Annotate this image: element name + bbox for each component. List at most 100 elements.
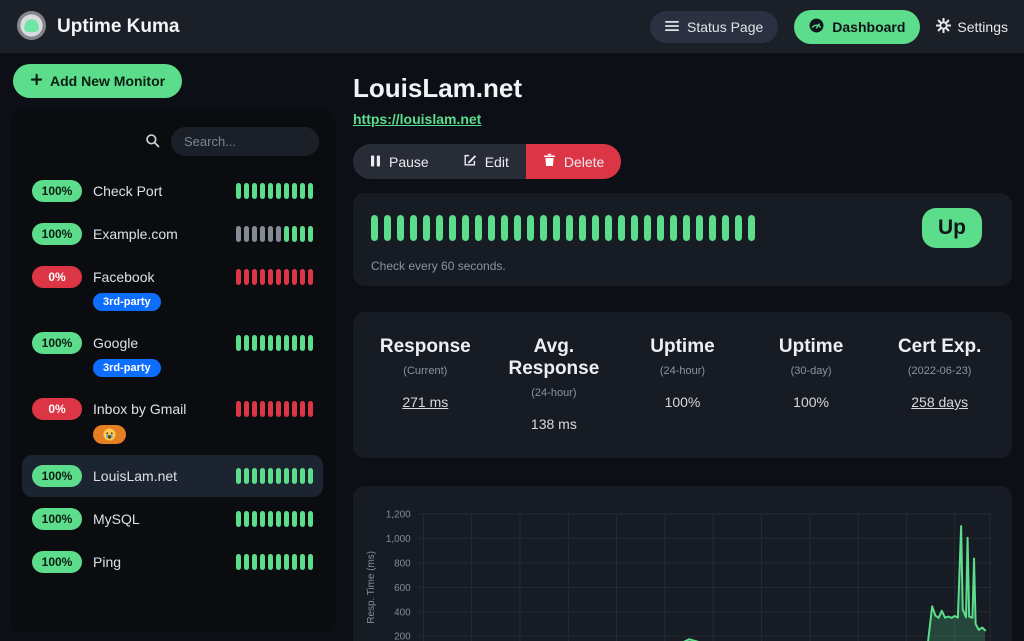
heartbeat-beat	[284, 554, 289, 570]
heartbeat-beat	[244, 269, 249, 285]
heartbeat-card: Up Check every 60 seconds.	[353, 193, 1012, 286]
stat-title: Cert Exp.	[897, 336, 982, 357]
heartbeat-beat	[260, 554, 265, 570]
pause-button[interactable]: Pause	[353, 144, 446, 179]
heartbeat-beat	[252, 226, 257, 242]
navbar-actions: Status Page Dashboard	[650, 9, 1008, 44]
svg-text:1,000: 1,000	[386, 534, 411, 545]
heartbeat-beat	[657, 215, 664, 241]
heartbeat-beat	[300, 554, 305, 570]
heartbeat-mini-bar	[236, 332, 313, 351]
heartbeat-beat	[276, 468, 281, 484]
heartbeat-beat	[276, 183, 281, 199]
add-new-monitor-button[interactable]: Add New Monitor	[13, 64, 183, 98]
heartbeat-beat	[260, 335, 265, 351]
heartbeat-beat	[252, 269, 257, 285]
monitor-list-item[interactable]: 0% Inbox by Gmail	[22, 388, 323, 454]
monitor-url-link[interactable]: https://louislam.net	[353, 111, 482, 127]
uptime-badge: 100%	[32, 508, 82, 530]
dashboard-label: Dashboard	[832, 18, 906, 35]
heartbeat-beat	[527, 215, 534, 241]
delete-label: Delete	[563, 153, 605, 170]
svg-text:800: 800	[394, 558, 411, 569]
status-page-button[interactable]: Status Page	[650, 10, 779, 43]
heartbeat-beat	[244, 183, 249, 199]
stat-block: Cert Exp. (2022-06-23) 258 days	[875, 336, 1004, 432]
trash-icon	[543, 153, 556, 170]
monitor-list-item[interactable]: 100% MySQL	[22, 498, 323, 540]
svg-text:200: 200	[394, 632, 411, 641]
heartbeat-beat	[475, 215, 482, 241]
monitor-name: Facebook	[93, 269, 155, 285]
heartbeat-beat	[300, 511, 305, 527]
heartbeat-mini-bar	[236, 180, 313, 199]
settings-button[interactable]: Settings	[936, 17, 1008, 36]
tag-row	[93, 425, 225, 444]
edit-label: Edit	[484, 153, 509, 170]
monitor-actions: Pause Edit	[353, 144, 622, 179]
page-title: LouisLam.net	[353, 73, 523, 103]
heartbeat-beat	[276, 226, 281, 242]
heartbeat-beat	[540, 215, 547, 241]
heartbeat-beat	[292, 183, 297, 199]
heartbeat-beat	[284, 335, 289, 351]
stat-subtitle: (2022-06-23)	[907, 365, 972, 377]
heartbeat-beat	[292, 335, 297, 351]
monitor-name: Ping	[93, 554, 122, 570]
heartbeat-beat	[252, 401, 257, 417]
heartbeat-beat	[300, 335, 305, 351]
dashboard-button[interactable]: Dashboard	[794, 9, 921, 44]
heartbeat-beat	[436, 215, 443, 241]
settings-label: Settings	[957, 18, 1008, 35]
heartbeat-beat	[260, 226, 265, 242]
heartbeat-beat	[300, 468, 305, 484]
heartbeat-mini-bar	[236, 465, 313, 484]
stat-block: Avg. Response (24-hour) 138 ms	[490, 336, 619, 432]
heartbeat-beat	[397, 215, 404, 241]
stat-title: Uptime	[778, 336, 844, 357]
add-monitor-label: Add New Monitor	[50, 73, 166, 89]
heartbeat-beat	[284, 183, 289, 199]
search-input[interactable]	[171, 127, 319, 156]
heartbeat-beat	[670, 215, 677, 241]
plus-icon	[30, 73, 43, 89]
monitor-list-item[interactable]: 100% LouisLam.net	[22, 455, 323, 497]
stat-value[interactable]: 258 days	[911, 394, 969, 410]
heartbeat-mini-bar	[236, 398, 313, 417]
heartbeat-beat	[579, 215, 586, 241]
monitor-list-item[interactable]: 100% Google 3rd-party	[22, 322, 323, 387]
heartbeat-beat	[244, 226, 249, 242]
monitor-name: Inbox by Gmail	[93, 401, 187, 417]
monitor-name: Example.com	[93, 226, 178, 242]
heartbeat-beat	[514, 215, 521, 241]
heartbeat-beat	[605, 215, 612, 241]
brand[interactable]: Uptime Kuma	[16, 10, 179, 44]
delete-button[interactable]: Delete	[525, 144, 622, 179]
status-page-label: Status Page	[687, 18, 764, 35]
heartbeat-beat	[260, 511, 265, 527]
response-time-chart: 02004006008001,0001,20016:1316:4317:1317…	[366, 509, 991, 641]
stat-block: Uptime (30-day) 100%	[747, 336, 876, 432]
monitor-list-item[interactable]: 100% Example.com	[22, 213, 323, 255]
heartbeat-beat	[244, 511, 249, 527]
monitor-list-item[interactable]: 100% Check Port	[22, 170, 323, 212]
heartbeat-beat	[462, 215, 469, 241]
heartbeat-beat	[268, 401, 273, 417]
heartbeat-beat	[644, 215, 651, 241]
monitor-list-item[interactable]: 100% Ping	[22, 541, 323, 583]
heartbeat-beat	[371, 215, 378, 241]
heartbeat-beat	[244, 468, 249, 484]
edit-button[interactable]: Edit	[445, 144, 526, 179]
heartbeat-beat	[252, 511, 257, 527]
monitor-list-item[interactable]: 0% Facebook 3rd-party	[22, 256, 323, 321]
heartbeat-beat	[553, 215, 560, 241]
heartbeat-beat	[488, 215, 495, 241]
heartbeat-beat	[449, 215, 456, 241]
heartbeat-beat	[292, 468, 297, 484]
heartbeat-mini-bar	[236, 223, 313, 242]
stat-block: Response (Current) 271 ms	[361, 336, 490, 432]
stat-value[interactable]: 271 ms	[402, 394, 449, 410]
heartbeat-beat	[308, 468, 313, 484]
search-icon	[145, 133, 160, 151]
app-logo-icon	[16, 10, 47, 44]
